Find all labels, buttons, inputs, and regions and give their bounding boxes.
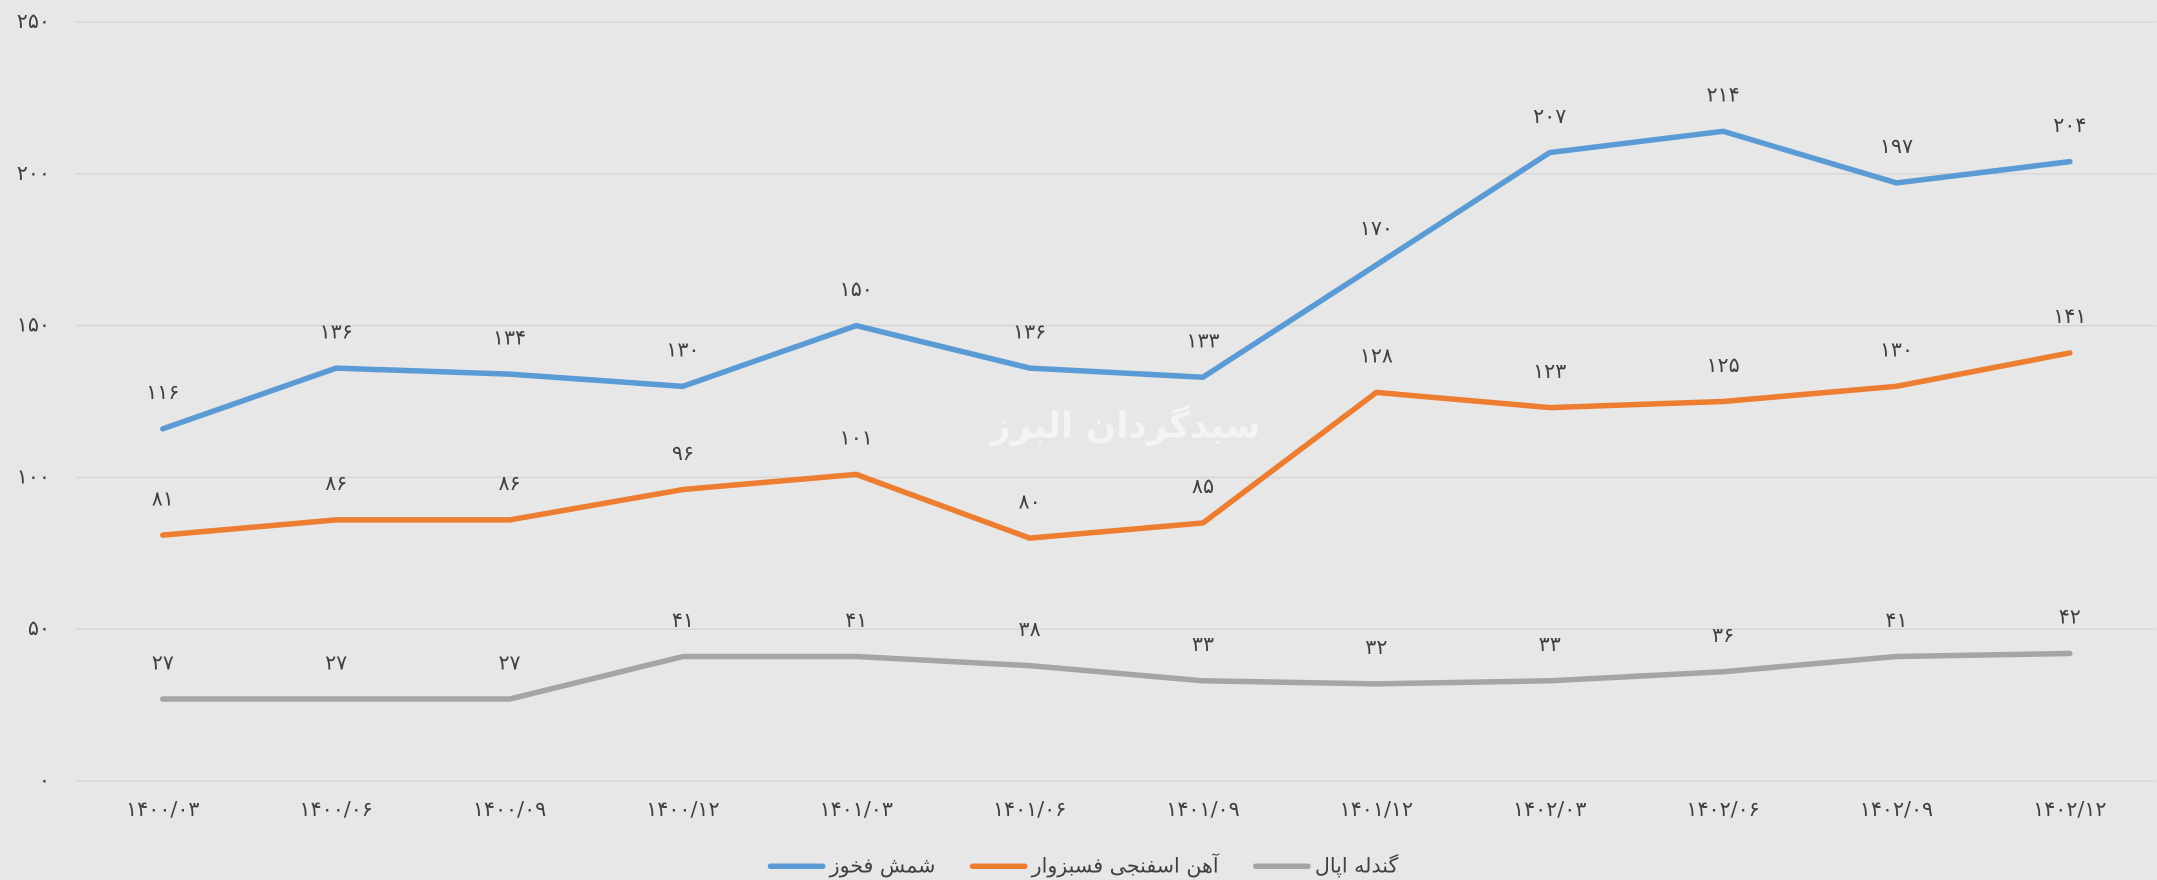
data-label: ۱۰۱ [840,426,873,450]
data-label: ۲۷ [498,650,520,674]
legend-label: شمش فخوز [829,853,936,877]
data-label: ۴۲ [2059,605,2081,629]
data-label: ۱۲۵ [1706,353,1739,377]
x-tick-label: ۱۴۰۱/۰۳ [820,797,893,821]
x-tick-label: ۱۴۰۲/۰۳ [1513,797,1586,821]
y-tick-label: ۱۰۰ [17,464,50,488]
data-label: ۹۶ [672,441,694,465]
data-label: ۱۳۶ [1013,319,1046,343]
data-label: ۸۶ [325,471,347,495]
x-tick-label: ۱۴۰۰/۰۹ [473,797,546,821]
x-tick-label: ۱۴۰۲/۰۶ [1686,797,1759,821]
x-tick-label: ۱۴۰۰/۰۳ [126,797,199,821]
data-label: ۱۳۳ [1186,328,1219,352]
x-tick-label: ۱۴۰۰/۱۲ [646,797,719,821]
data-label: ۴۱ [672,608,694,632]
data-label: ۸۱ [152,486,174,510]
data-label: ۳۳ [1539,632,1561,656]
data-label: ۴۱ [845,608,867,632]
y-tick-label: ۲۰۰ [17,161,50,185]
series-line [160,128,2073,432]
x-tick-label: ۱۴۰۰/۰۶ [299,797,372,821]
data-label: ۲۷ [325,650,347,674]
data-label: ۱۳۴ [493,325,526,349]
y-tick-label: ۵۰ [28,616,50,640]
x-tick-label: ۱۴۰۱/۰۹ [1166,797,1239,821]
x-tick-label: ۱۴۰۱/۱۲ [1340,797,1413,821]
data-label: ۲۷ [152,650,174,674]
data-label: ۸۶ [498,471,520,495]
data-label: ۱۴۱ [2053,304,2086,328]
x-tick-label: ۱۴۰۱/۰۶ [993,797,1066,821]
series-line [160,650,2073,702]
y-tick-label: ۰ [39,768,50,792]
data-label: ۳۳ [1192,632,1214,656]
data-label: ۲۰۴ [2053,113,2086,137]
data-label: ۴۱ [1885,608,1907,632]
watermark: سبدگردان البرز [988,405,1260,447]
data-label: ۸۰ [1019,489,1041,513]
x-tick-label: ۱۴۰۲/۱۲ [2033,797,2106,821]
data-label: ۱۷۰ [1360,216,1393,240]
data-label: ۱۳۰ [666,338,699,362]
data-label: ۱۵۰ [840,277,873,301]
legend-label: آهن اسفنجی فسبزوار [1031,852,1220,877]
data-label: ۸۵ [1192,474,1214,498]
series-line [160,350,2073,541]
data-label: ۱۲۸ [1360,344,1393,368]
data-label: ۱۱۶ [146,380,179,404]
data-label: ۱۳۶ [320,319,353,343]
data-label: ۳۸ [1019,617,1041,641]
data-label: ۲۱۴ [1706,83,1739,107]
data-label: ۲۰۷ [1533,104,1566,128]
x-tick-label: ۱۴۰۲/۰۹ [1860,797,1933,821]
data-label: ۳۶ [1712,623,1734,647]
data-label: ۱۳۰ [1880,338,1913,362]
data-label: ۱۹۷ [1880,134,1913,158]
data-label: ۳۲ [1365,635,1387,659]
data-label: ۱۲۳ [1533,359,1566,383]
y-tick-label: ۱۵۰ [17,313,50,337]
y-tick-label: ۲۵۰ [17,9,50,33]
legend-label: گندله اپال [1315,853,1399,877]
